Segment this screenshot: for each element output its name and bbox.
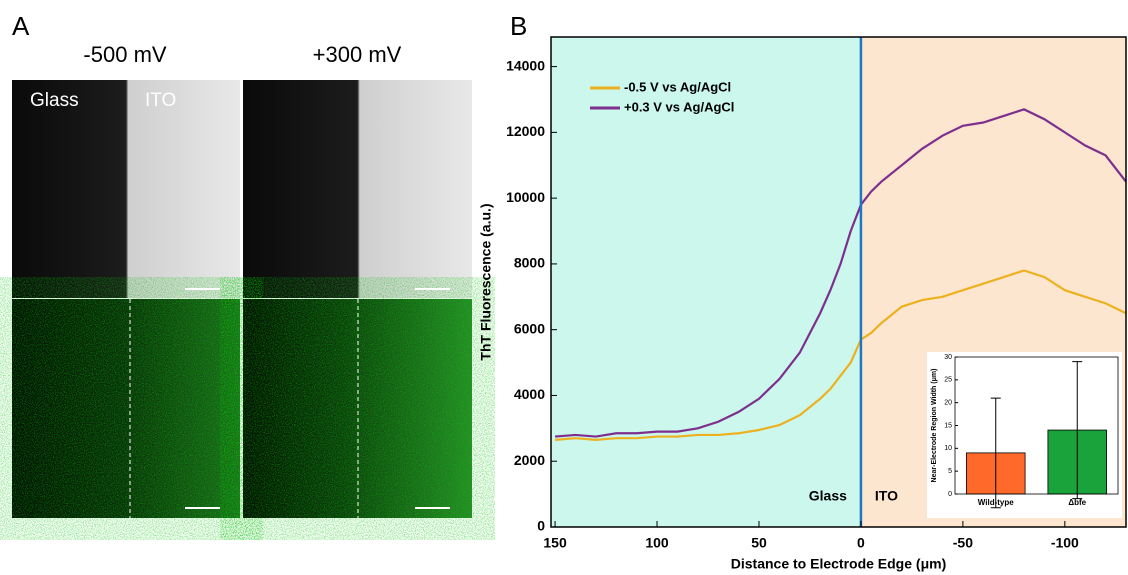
region — [551, 37, 861, 527]
y-tick-label: 10 — [944, 445, 952, 452]
y-tick-label: 6000 — [514, 320, 545, 336]
legend-label: +0.3 V vs Ag/AgCl — [624, 99, 734, 114]
image — [12, 80, 240, 298]
y-tick-label: 10000 — [506, 189, 545, 205]
panel-label: B — [510, 11, 527, 41]
y-tick-label: 0 — [537, 518, 545, 534]
image-texture — [243, 299, 472, 518]
x-tick-label: 50 — [751, 535, 767, 551]
error-bar — [990, 397, 1001, 509]
column-title: -500 mV — [83, 42, 166, 67]
x-axis-label: Distance to Electrode Edge (μm) — [731, 556, 947, 572]
micrographs: Glass ITO — [12, 80, 472, 518]
region-label: ITO — [145, 90, 176, 111]
region-label: Glass — [30, 90, 79, 111]
y-tick-label: 25 — [944, 377, 952, 384]
y-tick-label: 2000 — [514, 452, 545, 468]
region-label: ITO — [875, 488, 898, 504]
y-tick-label: 4000 — [514, 386, 545, 402]
error-bar — [1072, 361, 1083, 500]
x-tick-label: -50 — [953, 535, 973, 551]
legend-label: -0.5 V vs Ag/AgCl — [624, 79, 731, 94]
y-tick-label: 15 — [944, 422, 952, 429]
x-tick-label: Wild-type — [978, 498, 1014, 507]
y-tick-label: 12000 — [506, 123, 545, 139]
y-tick-label: 20 — [944, 400, 952, 407]
y-tick-label: 14000 — [506, 57, 545, 73]
x-tick-label: 100 — [645, 535, 669, 551]
region-label: Glass — [809, 488, 847, 504]
y-tick-label: 30 — [944, 354, 952, 361]
x-tick-label: -100 — [1051, 535, 1079, 551]
y-tick-label: 8000 — [514, 255, 545, 271]
x-tick-label: Δbfe — [1068, 498, 1086, 507]
image-texture — [12, 299, 240, 518]
series-line — [554, 269, 1127, 441]
y-tick-label: 5 — [948, 468, 952, 475]
series-line — [554, 108, 1127, 438]
y-axis-label: ThT Fluorescence (a.u.) — [478, 203, 494, 360]
x-tick-label: 0 — [857, 535, 865, 551]
panel-label: A — [12, 11, 30, 41]
image — [243, 80, 472, 298]
column-title: +300 mV — [313, 42, 402, 67]
y-tick-label: 0 — [948, 491, 952, 498]
y-axis-label: Near-Electrode Region Width (μm) — [931, 369, 938, 483]
x-tick-label: 150 — [543, 535, 567, 551]
plot-frame — [550, 36, 1127, 528]
